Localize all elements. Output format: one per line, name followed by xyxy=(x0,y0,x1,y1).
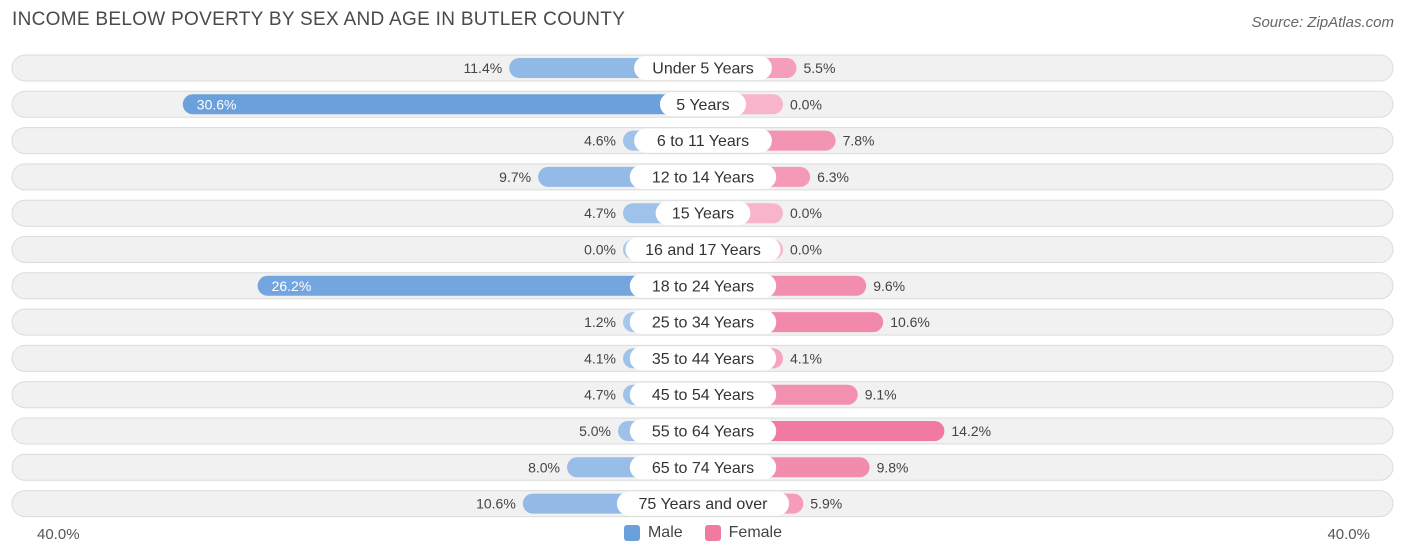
value-label-male: 9.7% xyxy=(499,169,531,185)
value-label-male: 5.0% xyxy=(579,423,611,439)
value-label-male: 30.6% xyxy=(197,96,237,112)
category-pill xyxy=(629,164,777,189)
value-label-female: 4.1% xyxy=(790,350,822,366)
value-label-male: 4.1% xyxy=(584,350,616,366)
legend-label-male: Male xyxy=(647,524,683,541)
value-label-male: 4.6% xyxy=(584,133,616,149)
category-label: 25 to 34 Years xyxy=(652,315,754,332)
category-pill xyxy=(616,491,790,516)
value-label-female: 7.8% xyxy=(843,133,875,149)
bar-male xyxy=(182,94,704,115)
category-label: 75 Years and over xyxy=(639,496,769,513)
category-pill xyxy=(625,237,781,262)
chart-title: INCOME BELOW POVERTY BY SEX AND AGE IN B… xyxy=(12,9,626,30)
legend-swatch-female xyxy=(704,525,721,541)
category-pill xyxy=(629,382,777,407)
value-label-female: 9.1% xyxy=(865,387,897,403)
value-label-male: 11.4% xyxy=(464,60,503,76)
axis-left-label: 40.0% xyxy=(37,526,80,543)
category-pill xyxy=(629,310,777,335)
category-pill xyxy=(629,346,777,371)
category-label: 6 to 11 Years xyxy=(657,133,749,150)
value-label-female: 6.3% xyxy=(817,169,849,185)
value-label-female: 5.9% xyxy=(810,496,842,512)
legend: Male Female xyxy=(0,524,1406,542)
category-label: 35 to 44 Years xyxy=(652,351,754,368)
value-label-female: 9.8% xyxy=(877,459,909,475)
category-label: 15 Years xyxy=(672,206,734,223)
value-label-female: 14.2% xyxy=(951,423,991,439)
legend-swatch-male xyxy=(623,525,640,541)
source-note: Source: ZipAtlas.com xyxy=(1251,14,1394,31)
category-label: 45 to 54 Years xyxy=(652,387,754,404)
value-label-female: 10.6% xyxy=(890,314,930,330)
category-label: 55 to 64 Years xyxy=(652,424,754,441)
chart-canvas: Under 5 Years 11.4% 5.5% 5 Years 30.6% 0.0% 6 … xyxy=(11,54,1394,518)
category-pill xyxy=(634,56,772,80)
value-label-male: 1.2% xyxy=(584,314,616,330)
value-label-female: 0.0% xyxy=(790,242,822,258)
category-label: 65 to 74 Years xyxy=(652,460,754,477)
value-label-male: 0.0% xyxy=(584,242,616,258)
category-pill xyxy=(629,419,777,443)
axis-right-label: 40.0% xyxy=(1327,526,1370,543)
value-label-male: 4.7% xyxy=(584,205,616,221)
category-label: 18 to 24 Years xyxy=(652,278,754,295)
value-label-male: 8.0% xyxy=(528,459,560,475)
value-label-male: 26.2% xyxy=(272,278,312,294)
value-label-female: 0.0% xyxy=(790,96,822,112)
value-label-male: 4.7% xyxy=(584,387,616,403)
category-label: 12 to 14 Years xyxy=(652,169,754,186)
legend-item-female: Female xyxy=(704,524,783,542)
category-pill xyxy=(634,128,772,153)
legend-item-male: Male xyxy=(623,524,683,542)
category-pill xyxy=(659,92,747,117)
value-label-female: 9.6% xyxy=(873,278,905,294)
value-label-female: 5.5% xyxy=(804,60,836,76)
category-pill xyxy=(629,455,777,480)
bar-male xyxy=(257,275,703,296)
category-pill xyxy=(629,273,777,298)
value-label-male: 10.6% xyxy=(476,496,516,512)
category-label: 16 and 17 Years xyxy=(645,242,761,259)
category-label: Under 5 Years xyxy=(652,61,753,78)
value-label-female: 0.0% xyxy=(790,205,822,221)
category-pill xyxy=(655,201,751,226)
legend-label-female: Female xyxy=(728,524,783,541)
category-label: 5 Years xyxy=(676,97,729,114)
